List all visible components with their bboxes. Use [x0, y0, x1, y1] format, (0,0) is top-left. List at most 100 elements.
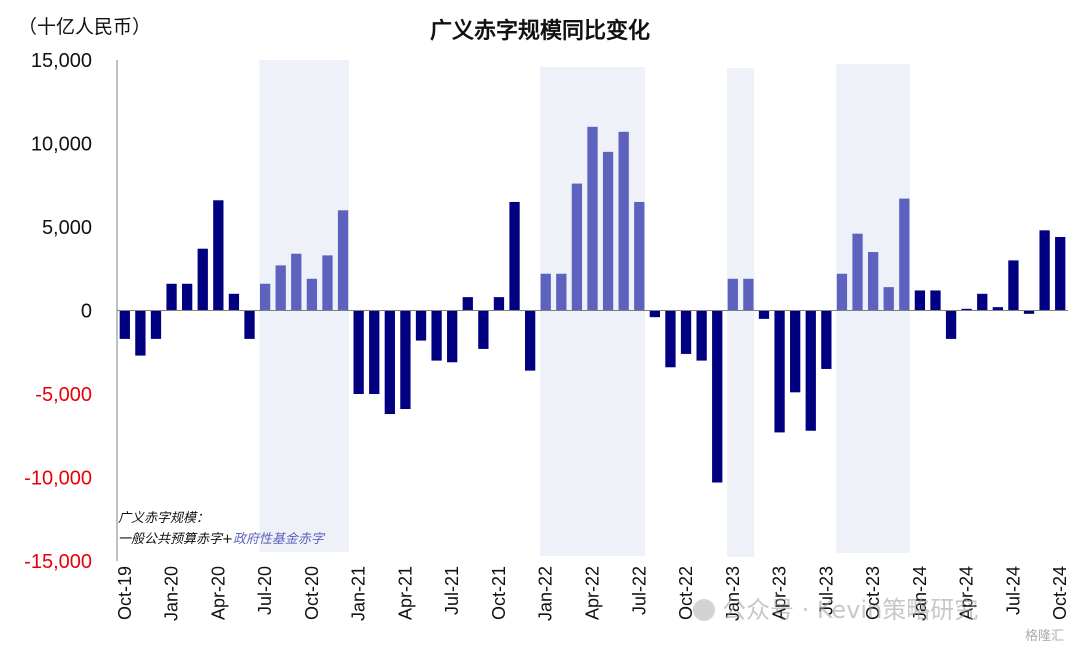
bar-Jan-20	[166, 283, 177, 311]
bar-Mar-22	[571, 183, 583, 311]
bar-Nov-23	[883, 287, 894, 311]
bar-Apr-22	[587, 126, 598, 311]
bar-Jun-24	[992, 307, 1003, 311]
bar-Jun-22	[618, 131, 629, 311]
bar-Feb-23	[743, 278, 754, 311]
bar-May-23	[790, 310, 801, 393]
watermark-main: 公众号 · Kevin策略研究	[722, 596, 978, 624]
bar-Apr-21	[400, 310, 411, 410]
bar-Mar-23	[758, 310, 770, 319]
bars	[119, 126, 1066, 483]
bar-Dec-19	[150, 310, 162, 339]
bar-May-22	[602, 151, 614, 311]
bar-Dec-22	[712, 310, 723, 483]
x-tick-label: Jan-21	[349, 566, 369, 621]
bar-Jan-22	[540, 273, 551, 311]
x-tick-label: Jul-21	[442, 566, 462, 615]
bar-Jul-24	[1008, 260, 1019, 311]
unit-label: （十亿人民币）	[18, 16, 151, 38]
bar-Nov-20	[322, 255, 333, 311]
bar-Feb-20	[182, 283, 193, 311]
bar-Aug-24	[1023, 310, 1035, 314]
x-tick-label: Oct-23	[863, 566, 883, 620]
bar-May-24	[977, 293, 988, 311]
x-tick-label: Oct-24	[1050, 566, 1070, 620]
x-tick-label: Jul-20	[255, 566, 275, 615]
x-tick-label: Apr-24	[957, 566, 977, 620]
bar-Sep-24	[1039, 230, 1050, 311]
annotation-line-2a: 一般公共预算赤字+	[118, 531, 233, 547]
x-tick-label: Jan-20	[162, 566, 182, 621]
bar-Jul-23	[821, 310, 832, 369]
bar-Jul-21	[447, 310, 458, 363]
shaded-regions	[259, 60, 911, 557]
bar-Aug-23	[836, 273, 848, 311]
bar-Oct-19	[119, 310, 130, 339]
x-tick-label: Apr-20	[208, 566, 228, 620]
bar-Oct-22	[680, 310, 692, 354]
bar-Jun-21	[431, 310, 442, 361]
y-tick-label: -15,000	[24, 551, 92, 573]
highlight-region	[727, 68, 755, 557]
y-axis: 15,000 10,000 5,000 0 -5,000 -10,000 -15,000	[24, 50, 92, 573]
bar-Feb-22	[556, 273, 567, 311]
bar-May-21	[415, 310, 427, 341]
bar-Feb-21	[369, 310, 380, 394]
bar-Oct-20	[306, 278, 318, 311]
x-axis-labels: Oct-19 Jan-20 Apr-20 Jul-20 Oct-20 Jan-21 Apr-…	[115, 566, 1070, 621]
bar-Apr-23	[774, 310, 785, 433]
x-tick-label: Jan-24	[910, 566, 930, 621]
x-tick-label: Jan-23	[723, 566, 743, 621]
bar-Mar-20	[197, 248, 208, 311]
bar-Apr-24	[961, 308, 972, 311]
y-tick-label: 15,000	[31, 50, 92, 72]
wechat-icon	[693, 599, 715, 621]
x-tick-label: Oct-22	[676, 566, 696, 620]
bar-Jun-20	[244, 310, 255, 339]
y-tick-label: 10,000	[31, 134, 92, 156]
bar-Jan-24	[914, 290, 926, 311]
watermark-sub: 格隆汇	[1025, 628, 1064, 644]
bar-Nov-21	[509, 201, 520, 311]
bar-Jan-23	[727, 278, 738, 311]
watermark: 公众号 · Kevin策略研究 格隆汇	[693, 596, 1064, 644]
bar-Apr-20	[213, 200, 224, 311]
bar-Oct-23	[867, 252, 879, 311]
annotation-line-2b: 政府性基金赤字	[233, 531, 326, 547]
bar-May-20	[228, 293, 240, 311]
bar-Jan-21	[353, 310, 364, 394]
bar-Nov-19	[135, 310, 146, 356]
x-tick-label: Oct-19	[115, 566, 135, 620]
bar-Jul-20	[259, 283, 271, 311]
annotation: 广义赤字规模： 一般公共预算赤字+政府性基金赤字	[118, 510, 326, 547]
bar-Nov-22	[696, 310, 707, 361]
y-tick-label: -5,000	[35, 384, 92, 406]
x-tick-label: Apr-21	[395, 566, 415, 620]
x-tick-label: Jul-22	[629, 566, 649, 615]
x-tick-label: Apr-23	[770, 566, 790, 620]
bar-Jun-23	[805, 310, 816, 431]
y-tick-label: 0	[81, 301, 92, 323]
bar-Mar-24	[945, 310, 957, 339]
bar-Jul-22	[634, 201, 645, 311]
bar-Aug-22	[649, 310, 661, 318]
bar-Aug-20	[275, 265, 286, 311]
x-tick-label: Jan-22	[536, 566, 556, 621]
bar-Oct-21	[493, 297, 505, 311]
chart-title: 广义赤字规模同比变化	[430, 18, 650, 44]
x-tick-label: Oct-21	[489, 566, 509, 620]
bar-Sep-21	[478, 310, 489, 349]
annotation-line-2: 一般公共预算赤字+政府性基金赤字	[118, 531, 326, 547]
y-tick-label: 5,000	[42, 217, 92, 239]
bar-Dec-23	[899, 198, 910, 311]
bar-Sep-23	[852, 233, 863, 311]
x-tick-label: Jul-23	[816, 566, 836, 615]
annotation-line-1: 广义赤字规模：	[118, 510, 209, 526]
bar-Mar-21	[384, 310, 395, 415]
y-tick-label: -10,000	[24, 468, 92, 490]
bar-Dec-21	[524, 310, 536, 371]
x-tick-label: Apr-22	[583, 566, 603, 620]
x-tick-label: Oct-20	[302, 566, 322, 620]
bar-Dec-20	[337, 210, 349, 311]
